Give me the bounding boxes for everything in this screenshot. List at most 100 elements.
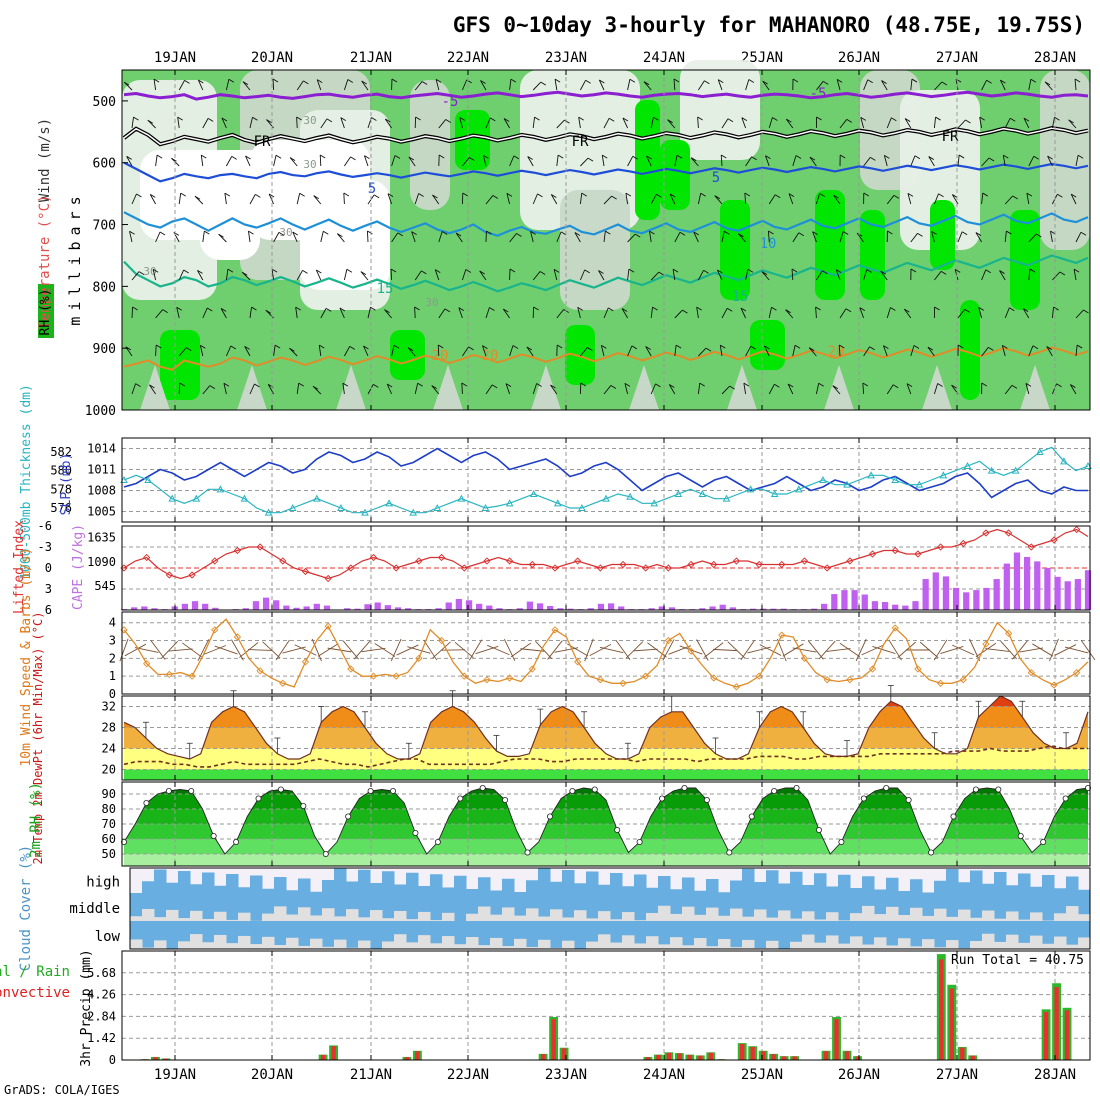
temperature-contour-label: 10 bbox=[760, 236, 777, 252]
wind-barb bbox=[224, 193, 227, 205]
wind-barb-flag bbox=[1076, 344, 1083, 349]
wind-barb-flag bbox=[505, 383, 512, 387]
wind-barb bbox=[178, 193, 182, 205]
wind10m-barb bbox=[807, 640, 824, 660]
cloud-cover-bar bbox=[634, 874, 647, 893]
wind-barb-flag bbox=[587, 157, 594, 162]
wind-barb bbox=[129, 231, 133, 243]
wind10m-marker bbox=[369, 672, 378, 680]
wind-barb bbox=[579, 193, 583, 205]
wind-barb bbox=[245, 155, 251, 167]
cape-bar bbox=[354, 608, 361, 610]
cloud-cover-bar bbox=[598, 934, 611, 949]
rh-dry-spike bbox=[922, 365, 952, 410]
wind10m-barb bbox=[475, 645, 499, 655]
wind-barb bbox=[978, 307, 983, 319]
wind-barb bbox=[761, 271, 770, 281]
wind-barb bbox=[650, 383, 656, 395]
wind10m-tick-label: 4 bbox=[109, 616, 116, 630]
wind-barb-flag bbox=[935, 116, 941, 121]
cloud-cover-bar bbox=[610, 919, 623, 921]
cloud-cover-bar bbox=[154, 940, 167, 949]
wind10m-marker bbox=[755, 672, 763, 680]
wind-barb bbox=[249, 117, 253, 129]
cloud-cover-bar bbox=[1078, 937, 1091, 949]
wind-barb-flag bbox=[536, 383, 542, 387]
profile-panel: -5 -5 FR FR FR 5 5 10 15 15 20 20 20 30 30 30 30 30 500 600… bbox=[38, 60, 1091, 419]
cape-bar bbox=[760, 608, 767, 610]
slp-tick-label: 1005 bbox=[87, 505, 116, 519]
slp-tick-label: 1011 bbox=[87, 463, 116, 477]
wind-barb-flag bbox=[726, 307, 733, 312]
date-label-bottom: 21JAN bbox=[350, 1067, 392, 1083]
precip-tick-label: 1.42 bbox=[87, 1031, 116, 1045]
profile-label-temp: Temperature (°C) bbox=[37, 195, 53, 330]
cape-bar bbox=[1034, 561, 1041, 610]
wind-barb bbox=[768, 117, 773, 129]
thickness-line bbox=[123, 446, 1089, 514]
wind10m-barb bbox=[311, 638, 322, 662]
cloud-cover-bar bbox=[466, 913, 479, 921]
wind-barb-flag bbox=[384, 309, 390, 313]
rh-marker bbox=[726, 849, 733, 856]
wind-barb-flag bbox=[312, 385, 319, 390]
cloud-cover-bar bbox=[238, 912, 251, 921]
thickness-marker bbox=[891, 475, 900, 483]
wind10m-barb bbox=[262, 641, 281, 659]
cape-bar bbox=[323, 605, 331, 610]
cape-bar bbox=[719, 604, 726, 610]
wind-barb-flag bbox=[792, 78, 799, 83]
wind-barb bbox=[1004, 385, 1013, 395]
wind-barb bbox=[863, 346, 870, 357]
wind-barb-flag bbox=[289, 347, 295, 352]
wind-barb-flag bbox=[482, 345, 488, 349]
thickness-marker bbox=[240, 494, 249, 502]
wind-barb bbox=[438, 119, 447, 129]
wind-barb bbox=[384, 309, 392, 319]
wind-barb bbox=[791, 268, 794, 281]
cloud-cover-bar bbox=[502, 907, 515, 921]
precip-convective-bar bbox=[740, 1043, 745, 1060]
wind-barb-flag bbox=[152, 268, 159, 273]
wind-barb bbox=[674, 309, 683, 319]
wind-barb-flag bbox=[585, 79, 591, 84]
wind-barb-flag bbox=[958, 154, 965, 159]
wind-barb bbox=[598, 270, 605, 281]
wind-barb-flag bbox=[906, 383, 913, 388]
wind-barb-flag bbox=[489, 307, 495, 311]
wind-barb bbox=[149, 384, 156, 395]
wind10m-barb bbox=[520, 648, 545, 652]
wind-barb-flag bbox=[560, 231, 567, 236]
wind-barb bbox=[886, 384, 894, 395]
wind-barb-flag bbox=[194, 195, 201, 200]
li-marker bbox=[1027, 543, 1035, 551]
cape-bar bbox=[131, 607, 138, 610]
wind10m-barb bbox=[390, 638, 402, 662]
cloud-cover-bar bbox=[406, 942, 419, 949]
cloud-cover-bar bbox=[598, 911, 611, 921]
wind-barb-flag bbox=[360, 271, 367, 275]
wind-barb-flag bbox=[1074, 78, 1081, 83]
wind10m-barb bbox=[818, 640, 836, 660]
precip-convective-bar bbox=[939, 959, 944, 1060]
wind-barb bbox=[622, 117, 629, 129]
wind-barb-flag bbox=[319, 154, 326, 159]
cloud-cover-bar bbox=[994, 918, 1007, 921]
wind-barb bbox=[178, 382, 181, 395]
rh-marker bbox=[165, 788, 172, 795]
lifted-index-label: Lifted Index bbox=[12, 520, 27, 614]
wind-barb-flag bbox=[1057, 193, 1063, 198]
cloud-cover-bar bbox=[1030, 912, 1043, 921]
cloud-cover-bar bbox=[526, 880, 539, 893]
cape-bar bbox=[902, 605, 909, 610]
rh-marker bbox=[703, 797, 710, 804]
wind-barb-flag bbox=[859, 307, 866, 312]
wind-barb bbox=[267, 384, 274, 395]
precip-convective-bar bbox=[844, 1051, 850, 1060]
cape-bar bbox=[1003, 563, 1010, 610]
wind-barb bbox=[178, 347, 187, 357]
wind-barb-flag bbox=[645, 346, 651, 350]
wind-barb-flag bbox=[656, 193, 662, 198]
cloud-cover-bar bbox=[754, 882, 767, 893]
wind-barb bbox=[273, 232, 280, 243]
